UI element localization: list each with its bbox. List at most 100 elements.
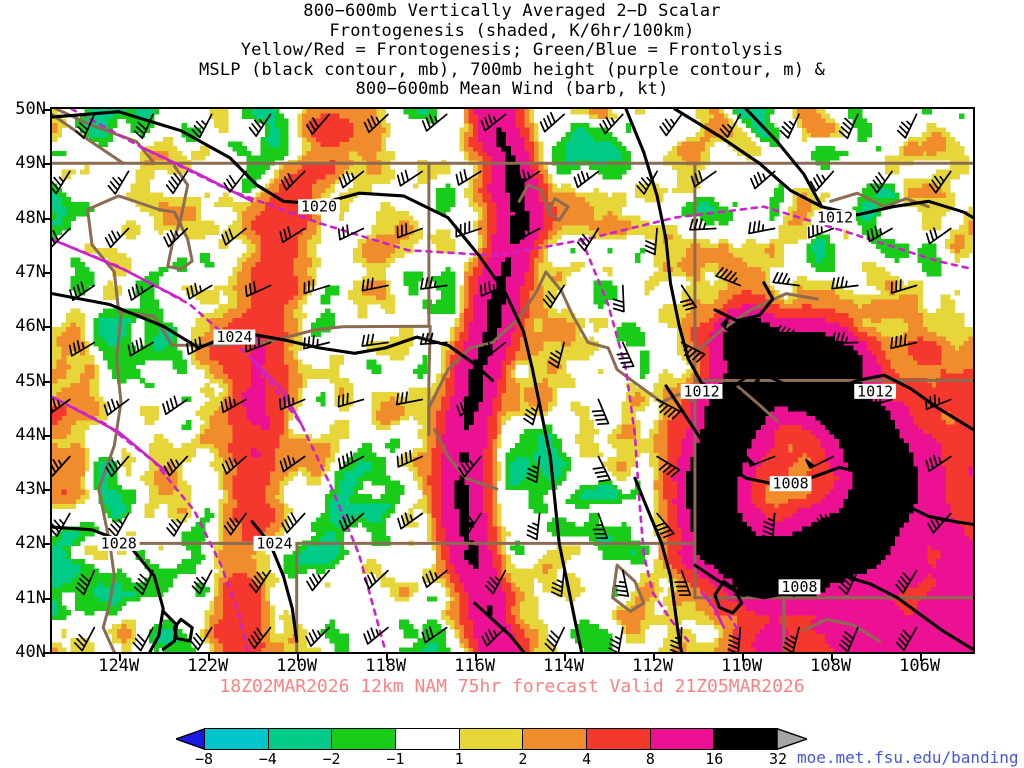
y-axis-tick [43, 543, 51, 546]
x-axis-tick [474, 653, 477, 661]
x-axis-tick [919, 653, 922, 661]
wind-barb [338, 170, 365, 189]
frontogenesis-contour-fill [52, 109, 973, 652]
wind-barb [928, 170, 952, 194]
wind-barb [338, 512, 365, 532]
border-line [546, 197, 570, 222]
wind-barb [190, 626, 213, 651]
wind-barb [614, 569, 630, 597]
mslp-contour [52, 292, 495, 383]
contour-label-backdrop [854, 383, 897, 399]
contour-value-label: 1020 [301, 198, 337, 216]
x-axis-tick-label: 106W [899, 656, 941, 676]
wind-barb [720, 316, 742, 344]
wind-barb [719, 113, 742, 138]
wind-barb [361, 333, 389, 347]
wind-barb [363, 569, 389, 590]
y-axis-tick-label: 43N [15, 479, 46, 500]
mslp-contour [713, 281, 775, 323]
wind-barb [69, 281, 96, 302]
wind-barb [925, 227, 952, 245]
wind-barb [654, 512, 675, 539]
y-axis-tick [43, 326, 51, 329]
contour-label-backdrop [253, 535, 296, 551]
wind-barb [133, 569, 154, 596]
title-line-3: Yellow/Red = Frontogenesis; Green/Blue =… [240, 40, 784, 60]
wind-barb [281, 512, 306, 534]
wind-barb [731, 569, 746, 598]
colorbar-segment [204, 728, 268, 750]
x-axis-tick-label: 110W [721, 656, 763, 676]
wind-barb [514, 169, 541, 187]
wind-barb [52, 170, 71, 195]
wind-barb [689, 218, 717, 231]
wind-barb [772, 271, 800, 287]
border-line [829, 191, 930, 209]
wind-barb [396, 169, 424, 187]
wind-barb [191, 113, 213, 139]
wind-barb [868, 512, 893, 534]
wind-barb [890, 278, 918, 294]
x-axis-tick-label: 116W [454, 656, 496, 676]
colorbar-under-arrow [176, 728, 205, 750]
colorbar-tick-label: 32 [768, 750, 788, 768]
wind-barb [745, 455, 776, 467]
frontogenesis-map: 1020 1024 1012 1012 1012 1008 1008 1028 1024 [52, 109, 973, 652]
y-axis-tick-label: 47N [15, 261, 46, 282]
contour-label-backdrop [213, 329, 256, 345]
y-axis-tick [43, 271, 51, 274]
wind-barb [481, 626, 507, 647]
wind-barb [186, 336, 213, 356]
wind-barb [132, 626, 154, 652]
colorbar-tick-label: 8 [645, 750, 655, 768]
contour-value-label: 1028 [101, 534, 137, 552]
wind-barb [752, 375, 776, 401]
colorbar-over-arrow [777, 728, 807, 750]
y-axis-tick-label: 50N [15, 99, 46, 119]
x-axis-tick-label: 122W [187, 656, 229, 676]
wind-barb [807, 223, 835, 239]
wind-barb [526, 512, 541, 541]
y-axis-tick [43, 217, 51, 220]
state-border-overlay [52, 109, 973, 652]
colorbar-tick-label: 4 [582, 750, 592, 768]
mslp-contour [624, 109, 973, 431]
wind-barb [247, 626, 272, 649]
height-contour [713, 596, 743, 643]
y-axis-tick [43, 434, 51, 437]
wind-barb [133, 113, 154, 140]
colorbar-tick-label: 2 [518, 750, 528, 768]
wind-barb [68, 339, 96, 357]
contour-value-label: 1024 [256, 534, 292, 552]
wind-barb [526, 455, 541, 484]
x-axis-tick-label: 114W [543, 656, 585, 676]
y-axis-tick-label: 46N [15, 316, 46, 337]
border-line [97, 313, 123, 545]
frontogenesis-shading [52, 109, 973, 652]
y-axis-tick-label: 41N [15, 587, 46, 608]
wind-barb [223, 512, 247, 536]
wind-barb [52, 398, 71, 414]
wind-barb [244, 281, 272, 298]
wind-barb [459, 512, 482, 537]
wind-barb [779, 113, 800, 139]
colorbar-segment [458, 728, 523, 750]
wind-barb [421, 113, 448, 132]
wind-barb [422, 569, 448, 589]
forecast-valid-caption: 18Z02MAR2026 12km NAM 75hr forecast Vali… [219, 676, 805, 697]
border-line [86, 164, 194, 313]
colorbar-tick-label: −1 [386, 750, 405, 768]
wind-barb [804, 455, 835, 470]
wind-barb [748, 220, 776, 235]
colorbar-segment [395, 728, 459, 750]
title-line-4: MSLP (black contour, mb), 700mb height (… [198, 59, 826, 80]
wind-barb [455, 169, 482, 186]
wind-barb [248, 113, 272, 137]
y-axis-tick [43, 163, 51, 166]
wind-barb [485, 569, 507, 595]
border-line [117, 310, 432, 437]
wind-barb [74, 626, 96, 652]
wind-barb [103, 398, 130, 416]
y-axis-tick [43, 380, 51, 383]
wind-barb [714, 455, 743, 468]
